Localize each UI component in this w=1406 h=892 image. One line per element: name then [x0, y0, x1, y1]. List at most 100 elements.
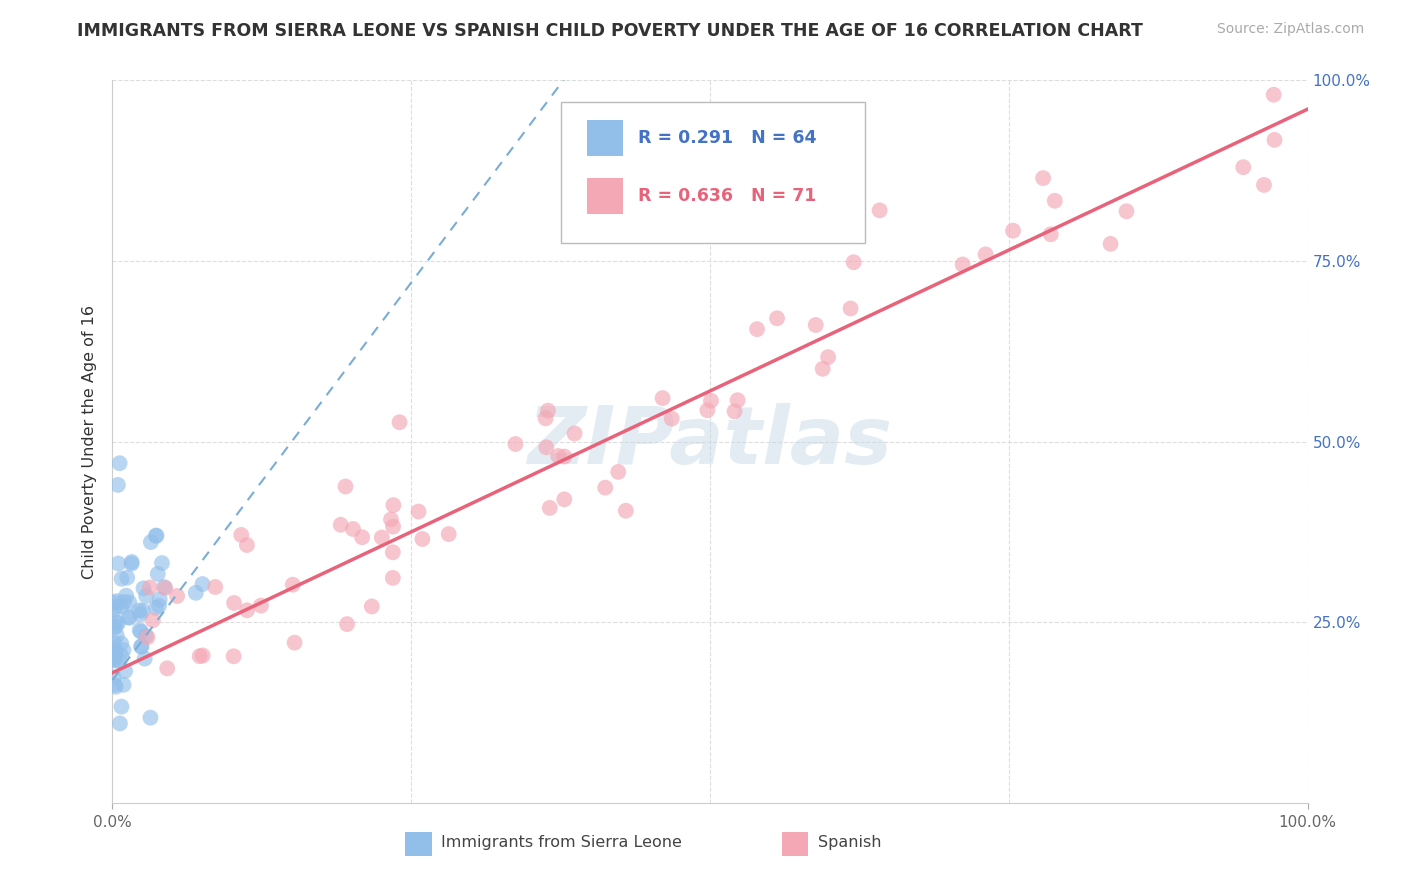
Point: [284, 635, 307, 649]
Point: [150, 556, 173, 570]
Point: [342, 522, 364, 536]
Point: [564, 426, 586, 441]
Point: [696, 403, 718, 417]
Point: [131, 639, 153, 653]
Point: [110, 636, 132, 650]
Point: [651, 391, 673, 405]
Point: [107, 615, 129, 630]
Point: [112, 678, 135, 692]
Point: [118, 595, 141, 609]
Point: [104, 615, 127, 629]
Point: [381, 545, 404, 559]
Point: [156, 661, 179, 675]
Point: [132, 582, 155, 596]
Point: [380, 512, 402, 526]
Text: Source: ZipAtlas.com: Source: ZipAtlas.com: [1216, 22, 1364, 37]
Point: [1115, 204, 1137, 219]
Point: [700, 393, 723, 408]
Point: [352, 530, 374, 544]
Point: [231, 528, 253, 542]
Point: [381, 571, 404, 585]
Point: [104, 599, 127, 614]
Point: [104, 644, 127, 658]
Point: [382, 519, 405, 533]
Point: [129, 624, 152, 639]
Point: [108, 716, 131, 731]
Point: [869, 203, 891, 218]
Point: [250, 599, 273, 613]
Point: [974, 247, 997, 261]
Point: [129, 640, 152, 654]
Point: [236, 538, 259, 552]
Point: [136, 630, 159, 644]
Point: [1263, 87, 1285, 102]
Point: [103, 620, 125, 634]
Point: [222, 596, 245, 610]
Point: [661, 411, 683, 425]
Point: [135, 589, 157, 603]
Point: [155, 581, 177, 595]
Point: [408, 505, 430, 519]
Point: [121, 557, 143, 571]
Point: [553, 492, 575, 507]
Point: [382, 498, 405, 512]
Point: [153, 580, 176, 594]
Point: [411, 532, 433, 546]
Point: [110, 699, 132, 714]
Text: Spanish: Spanish: [818, 835, 882, 850]
Point: [110, 648, 132, 663]
Point: [103, 648, 125, 663]
Point: [547, 449, 569, 463]
Point: [281, 577, 304, 591]
Point: [536, 440, 558, 454]
Point: [222, 649, 245, 664]
Point: [184, 586, 207, 600]
Point: [108, 654, 131, 668]
Point: [952, 257, 974, 271]
Point: [148, 599, 170, 613]
Point: [614, 504, 637, 518]
Point: [117, 610, 139, 624]
Point: [139, 581, 162, 595]
Point: [538, 500, 561, 515]
Point: [139, 535, 162, 549]
Point: [360, 599, 382, 614]
Point: [112, 595, 135, 609]
Point: [1032, 171, 1054, 186]
Point: [553, 450, 575, 464]
Point: [139, 711, 162, 725]
Point: [103, 603, 125, 617]
Point: [145, 529, 167, 543]
Point: [1039, 227, 1062, 242]
FancyBboxPatch shape: [561, 102, 866, 243]
Point: [191, 648, 214, 663]
Text: IMMIGRANTS FROM SIERRA LEONE VS SPANISH CHILD POVERTY UNDER THE AGE OF 16 CORREL: IMMIGRANTS FROM SIERRA LEONE VS SPANISH …: [77, 22, 1143, 40]
Point: [132, 604, 155, 618]
Point: [110, 572, 132, 586]
Point: [1099, 236, 1122, 251]
Point: [593, 481, 616, 495]
Point: [1232, 160, 1254, 174]
Point: [103, 653, 125, 667]
Point: [118, 610, 141, 624]
Point: [104, 680, 127, 694]
Point: [191, 577, 214, 591]
Point: [149, 592, 172, 607]
Point: [804, 318, 827, 332]
Point: [107, 557, 129, 571]
Text: R = 0.291   N = 64: R = 0.291 N = 64: [638, 129, 817, 147]
Point: [135, 629, 157, 643]
Point: [534, 411, 557, 425]
Point: [129, 607, 152, 622]
Point: [103, 642, 125, 657]
Text: ZIPatlas: ZIPatlas: [527, 402, 893, 481]
Point: [236, 603, 259, 617]
Point: [142, 613, 165, 627]
Point: [188, 649, 211, 664]
FancyBboxPatch shape: [586, 120, 623, 156]
Point: [103, 653, 125, 667]
Point: [105, 629, 128, 643]
Point: [335, 479, 357, 493]
Point: [115, 589, 138, 603]
Point: [166, 589, 188, 603]
